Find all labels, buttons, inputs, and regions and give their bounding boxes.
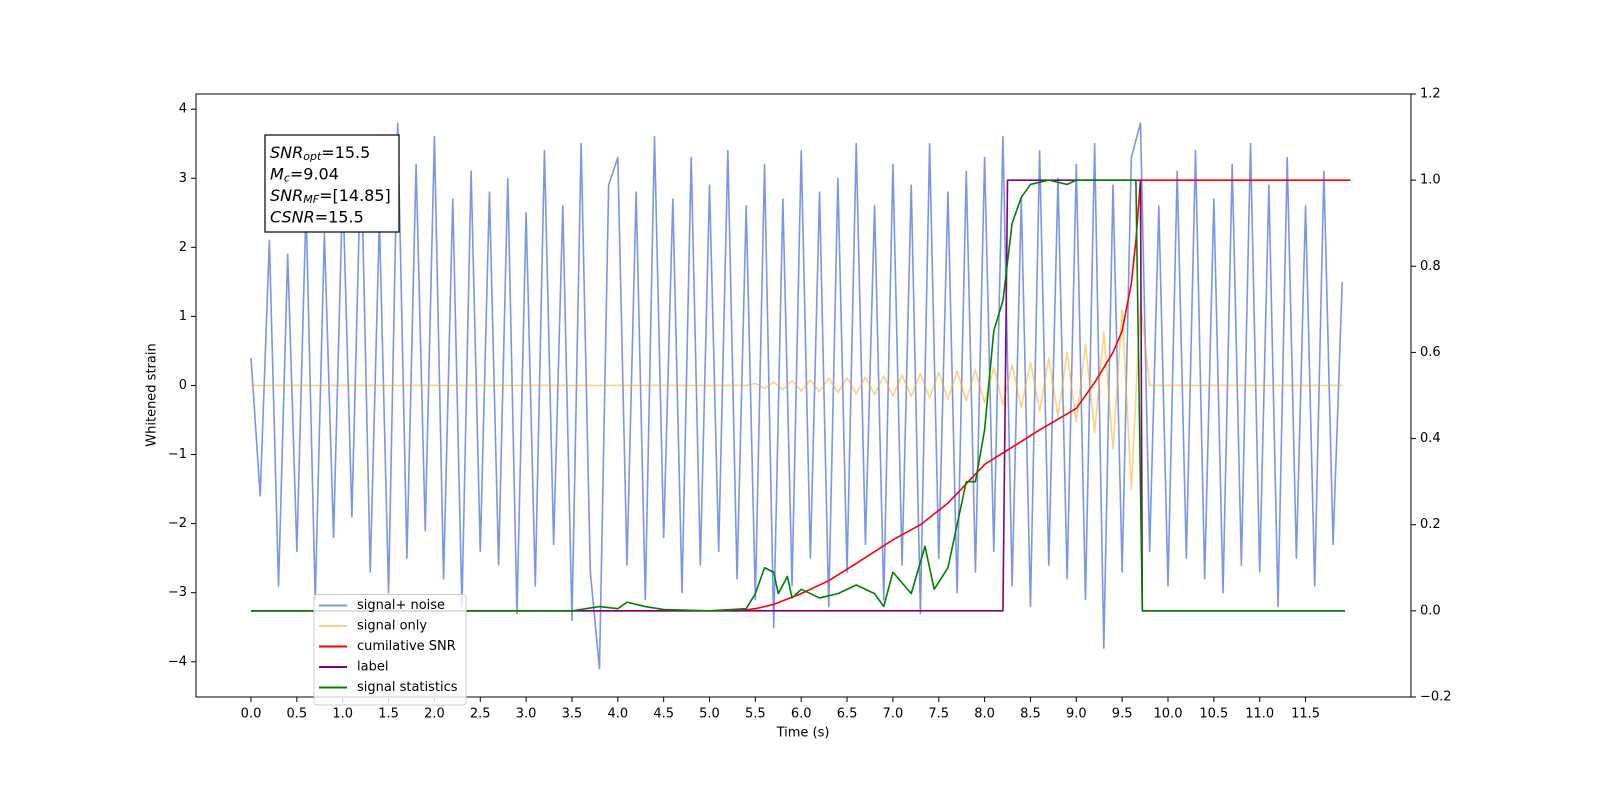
x-tick-label: 8.5 [1020,707,1041,722]
annotation-symbol: CSNR [270,207,315,226]
y-tick-label: 1 [179,309,187,324]
plot-area [250,122,1351,670]
legend-frame [313,594,467,706]
x-tick-label: 3.0 [516,707,537,722]
x-tick-label: 9.5 [1112,707,1133,722]
y-tick-label: −3 [168,585,187,600]
x-tick-label: 5.0 [699,707,720,722]
y-tick-label: −4 [168,654,187,669]
x-tick-label: 6.5 [837,707,858,722]
y2-tick-label: 0.8 [1420,259,1441,274]
y-tick-label: 0 [179,378,187,393]
annotation-subscript: MF [303,193,319,206]
annotation-subscript: c [284,172,290,185]
x-tick-label: 2.0 [424,707,445,722]
x-tick-label: 11.0 [1245,707,1274,722]
annotation-value: =9.04 [290,164,339,183]
y2-tick-label: 0.2 [1420,517,1441,532]
x-tick-label: 10.5 [1199,707,1228,722]
annotation-text: CSNR=15.5 [270,207,364,226]
annotation-symbol: M [270,164,284,183]
legend-label: signal+ noise [357,598,445,613]
x-tick-label: 3.5 [562,707,583,722]
y-tick-label: 4 [179,102,187,117]
series-line [251,179,1345,612]
annotation-value: =[14.85] [319,186,391,205]
legend-label: label [357,660,388,675]
legend: signal+ noise signal only cumilative SNR la… [313,594,467,706]
x-tick-label: 10.0 [1154,707,1183,722]
annotation-text: SNRMF=[14.85] [270,186,391,207]
legend-label: signal only [357,619,427,634]
annotation-text: SNRopt=15.5 [270,143,370,164]
annotation-frame [264,134,400,233]
axes: 0.0 0.5 1.0 1.5 2.0 2.5 3.0 3.5 4.0 4.5 5.0 5.5 6.0 6… [168,87,1452,722]
x-tick-label: 0.0 [241,707,262,722]
y2-tick-label: 1.0 [1420,173,1441,188]
annotation-text: Mc=9.04 [270,164,339,185]
x-tick-label: 8.0 [974,707,995,722]
series-line [251,301,1343,490]
series-line [250,122,1344,670]
annotation-symbol: SNR [270,186,303,205]
x-tick-label: 7.0 [883,707,904,722]
x-tick-label: 2.5 [470,707,491,722]
x-tick-label: 5.5 [745,707,766,722]
annotation-symbol: SNR [270,143,303,162]
x-tick-label: 7.5 [928,707,949,722]
x-tick-label: 6.0 [791,707,812,722]
y-axis-label: Whitened strain [145,343,160,446]
y2-tick-label: −0.2 [1420,690,1452,705]
annotation-value: =15.5 [315,207,364,226]
annotation-value: =15.5 [321,143,370,162]
y2-tick-label: 0.0 [1420,603,1441,618]
x-tick-label: 9.0 [1066,707,1087,722]
x-tick-label: 4.5 [653,707,674,722]
y-tick-label: −1 [168,447,187,462]
x-axis-label: Time (s) [776,726,830,741]
x-tick-label: 11.5 [1291,707,1320,722]
x-tick-label: 1.5 [378,707,399,722]
x-tick-label: 1.0 [332,707,353,722]
annotation-subscript: opt [303,150,322,163]
y-tick-label: −2 [168,516,187,531]
y2-tick-label: 0.6 [1420,345,1441,360]
y2-tick-label: 0.4 [1420,431,1441,446]
y-tick-label: 3 [179,171,187,186]
y2-tick-label: 1.2 [1420,87,1441,102]
y-tick-label: 2 [179,240,187,255]
x-tick-label: 4.0 [607,707,628,722]
series-line [251,179,1351,612]
legend-label: signal statistics [357,680,458,695]
axes-frame [195,93,1412,698]
legend-label: cumilative SNR [357,639,456,654]
x-tick-label: 0.5 [287,707,308,722]
